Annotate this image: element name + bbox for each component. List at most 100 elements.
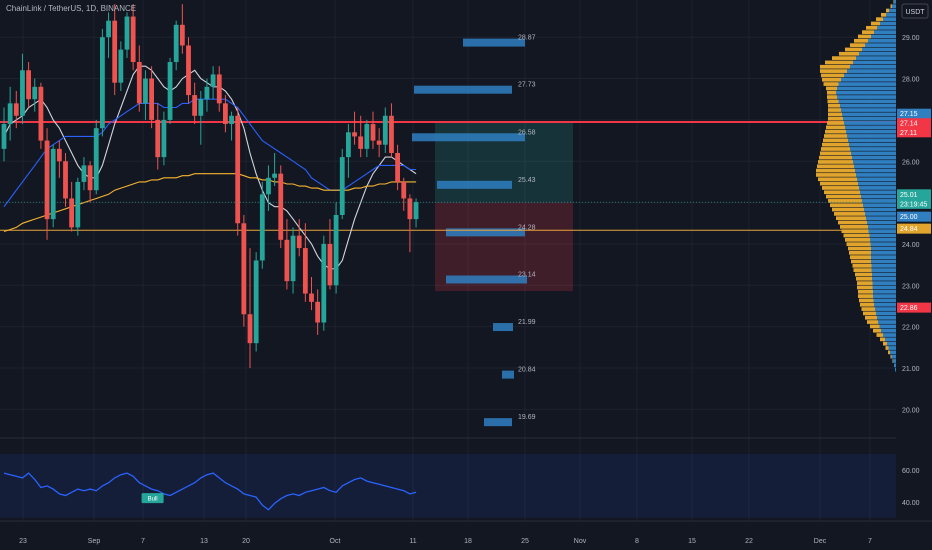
volume-profile-buy-bar (871, 250, 896, 255)
candle-body (143, 78, 148, 104)
currency-button[interactable]: USDT (901, 3, 929, 19)
volume-profile-buy-bar (876, 311, 896, 316)
volume-profile-buy-bar (879, 324, 896, 329)
volume-profile-sell-bar (825, 60, 853, 65)
volume-profile-sell-bar (840, 225, 868, 229)
volume-profile-buy-bar (856, 173, 896, 177)
currency-button-label: USDT (905, 9, 925, 16)
volume-profile-sell-bar (850, 255, 871, 260)
volume-profile-buy-bar (848, 138, 896, 143)
rsi-tick-label: 60.00 (902, 468, 920, 475)
volume-profile-sell-bar (818, 177, 857, 182)
price-label-tag (897, 198, 931, 209)
volume-profile-sell-bar (881, 12, 886, 17)
volume-profile-sell-bar (870, 324, 880, 329)
candle-body (179, 24, 185, 46)
volume-profile-buy-bar (841, 77, 896, 82)
volume-profile-sell-bar (858, 289, 873, 294)
volume-profile-buy-bar (871, 255, 896, 260)
candle-body (100, 37, 105, 129)
projection-levels: 28.87 27.73 26.58 25.43 24.28 23.14 21.99 20.84… (412, 35, 536, 427)
volume-profile-buy-bar (842, 112, 896, 117)
volume-profile-buy-bar (889, 8, 896, 13)
projection-label: 21.99 (518, 319, 536, 326)
projection-label: 27.73 (518, 82, 536, 89)
candle-body (1, 124, 7, 149)
candle-body (44, 140, 50, 220)
volume-profile-sell-bar (839, 51, 859, 56)
volume-profile-buy-bar (850, 64, 896, 69)
projection-label: 28.87 (518, 35, 536, 42)
volume-profile-buy-bar (887, 341, 896, 346)
volume-profile-sell-bar (866, 25, 877, 30)
volume-profile-sell-bar (820, 181, 858, 186)
volume-profile-sell-bar (841, 229, 869, 234)
projection-bar (463, 38, 525, 47)
candle-body (167, 62, 173, 120)
volume-profile-sell-bar (876, 333, 883, 337)
time-tick-label: 25 (521, 538, 529, 545)
volume-profile-buy-bar (870, 237, 896, 242)
price-tick-label: 28.00 (902, 77, 920, 84)
volume-profile-buy-bar (895, 367, 896, 372)
volume-profile-buy-bar (894, 363, 896, 368)
candle-body (87, 165, 93, 191)
moving-average-line (3, 65, 417, 270)
volume-profile-buy-bar (873, 294, 896, 298)
volume-profile-buy-bar (860, 190, 896, 195)
volume-profile-sell-bar (828, 199, 862, 203)
candle-body (395, 152, 400, 182)
candle-body (93, 128, 99, 191)
volume-profile-sell-bar (845, 47, 862, 52)
price-label-tag (897, 223, 931, 234)
time-tick-label: 20 (242, 538, 250, 545)
candle-body (204, 86, 210, 100)
volume-profile-sell-bar (861, 307, 875, 311)
candle-body (186, 45, 191, 96)
candle-body (339, 157, 345, 215)
volume-profile-buy-bar (868, 225, 896, 229)
price-label-tag (897, 108, 931, 119)
volume-profile-buy-bar (861, 194, 896, 199)
projection-bar (446, 275, 527, 284)
volume-profile-buy-bar (857, 177, 896, 182)
price-label-tag (897, 127, 931, 138)
volume-profile-buy-bar (865, 212, 896, 216)
volume-profile-buy-bar (881, 328, 896, 333)
volume-profile-sell-bar (816, 173, 856, 177)
volume-profile-sell-bar (822, 186, 859, 190)
volume-profile-buy-bar (865, 43, 896, 47)
volume-profile-buy-bar (877, 315, 896, 320)
price-tick-label: 22.00 (902, 325, 920, 332)
volume-profile-sell-bar (820, 64, 850, 69)
price-label-tag (897, 189, 931, 200)
projection-bar (446, 228, 525, 237)
volume-profile-buy-bar (863, 203, 896, 208)
volume-profile-buy-bar (853, 160, 896, 164)
volume-profile-sell-bar (821, 147, 850, 151)
candle-body (198, 99, 204, 116)
candle-body (272, 173, 277, 178)
volume-profile-buy-bar (883, 17, 896, 22)
volume-profile-buy-bar (847, 134, 896, 138)
volume-profile-buy-bar (867, 220, 896, 225)
candle-body (235, 115, 241, 224)
candle-body (407, 198, 413, 220)
candle-body (223, 103, 228, 125)
volume-profile-sell-bar (826, 86, 837, 91)
volume-profile-sell-bar (827, 95, 837, 99)
volume-profile-buy-bar (875, 307, 896, 311)
projection-bar (484, 418, 512, 427)
volume-profile-buy-bar (872, 272, 896, 277)
volume-profile-sell-bar (849, 250, 871, 255)
price-tick-label: 24.00 (902, 242, 920, 249)
candle-body (20, 70, 25, 116)
price-label-text: 25.01 (900, 192, 918, 199)
volume-profile-sell-bar (838, 220, 867, 225)
volume-profile-sell-bar (818, 160, 853, 164)
volume-profile-buy-bar (837, 86, 896, 91)
price-axis: 29.0028.0027.0026.0025.0024.0023.0022.00… (896, 0, 932, 550)
candle-body (346, 132, 351, 158)
volume-profile-sell-bar (859, 298, 874, 303)
